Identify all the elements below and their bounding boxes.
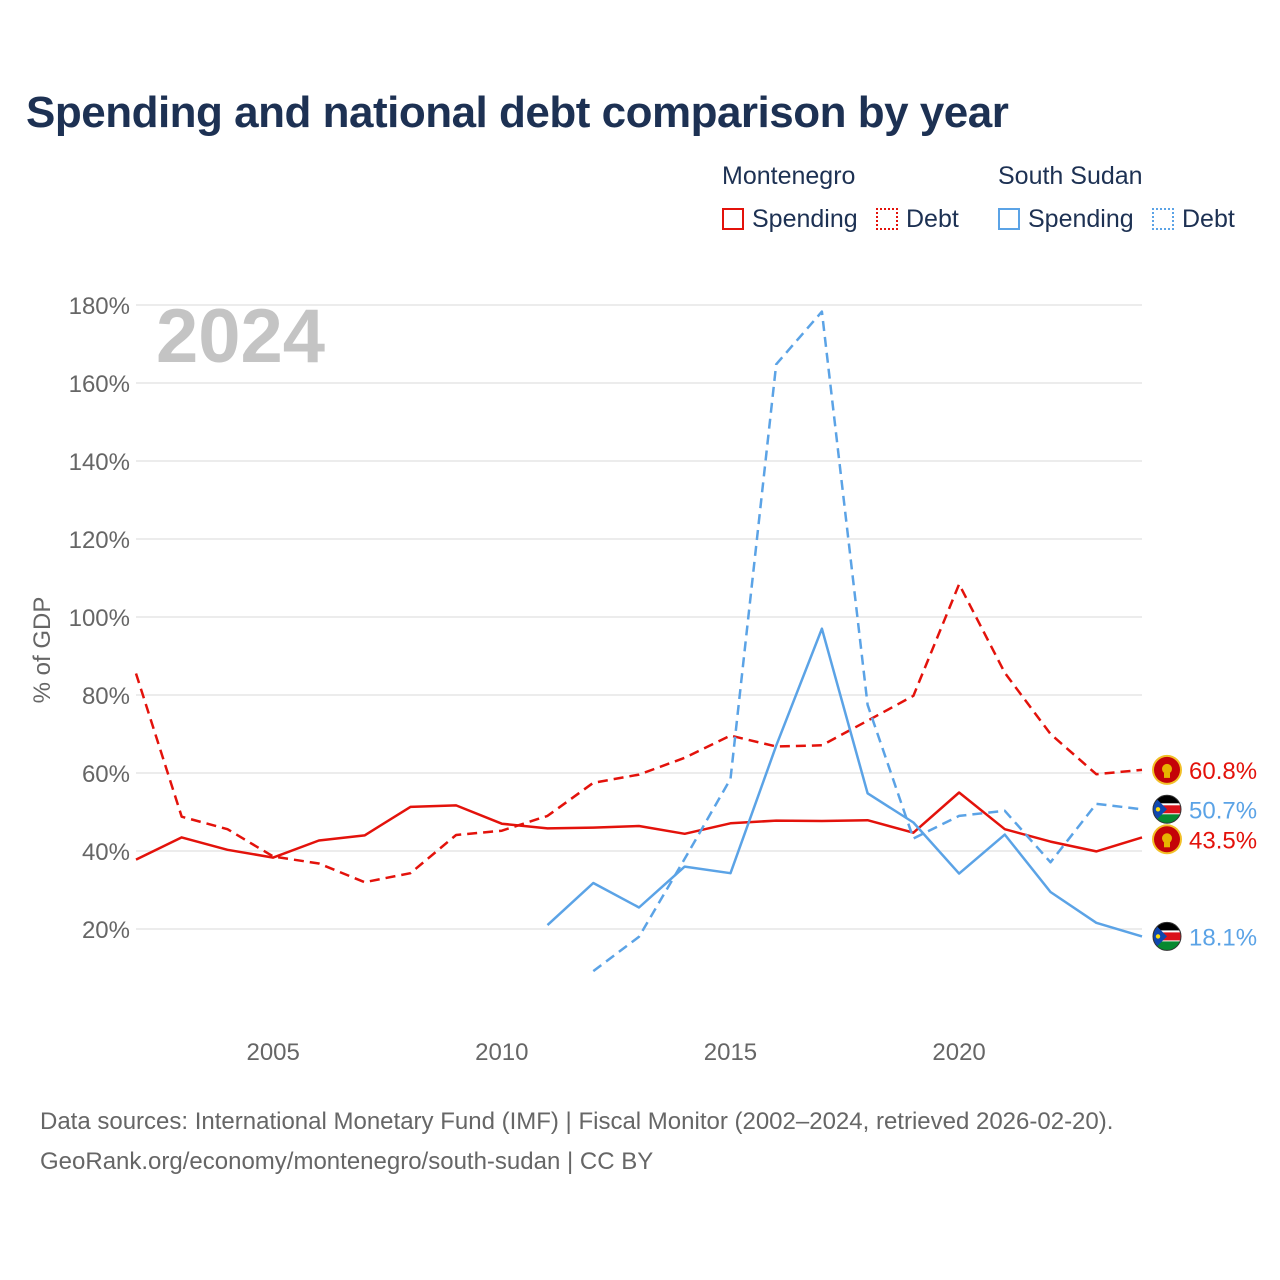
- legend-label: Spending: [752, 204, 858, 233]
- y-tick-label: 160%: [69, 371, 130, 398]
- legend-dotted-swatch: [876, 208, 898, 230]
- flag-star: [1155, 934, 1161, 939]
- south-sudan-debt-line: [592, 310, 1143, 973]
- flag-emblem-base: [1164, 772, 1170, 778]
- x-tick-label: 2020: [932, 1039, 985, 1066]
- y-axis-label: % of GDP: [29, 597, 56, 704]
- y-tick-label: 180%: [69, 293, 130, 320]
- south-sudan-flag: [1152, 794, 1182, 824]
- y-tick-label: 100%: [69, 605, 130, 632]
- flag-stripe-black: [1153, 922, 1181, 932]
- legend-solid-swatch: [722, 208, 744, 230]
- legend-south-sudan-spending[interactable]: Spending: [998, 204, 1134, 234]
- flag-stripe-white: [1153, 930, 1181, 933]
- legend-dotted-swatch: [1152, 208, 1174, 230]
- x-tick-label: 2005: [246, 1039, 299, 1066]
- chart-title: Spending and national debt comparison by…: [26, 88, 1009, 137]
- x-tick-label: 2015: [704, 1039, 757, 1066]
- y-axis-ticks: 20% 40% 60% 80% 100% 120% 140% 160% 180%: [69, 293, 130, 944]
- y-tick-label: 20%: [82, 917, 130, 944]
- legend-montenegro-debt[interactable]: Debt: [876, 204, 959, 234]
- flag-emblem-base: [1164, 842, 1170, 848]
- end-labels: 60.8% 50.7% 43.5% 18.1%: [1152, 754, 1257, 951]
- end-value-label: 18.1%: [1189, 924, 1257, 951]
- footer-source: Data sources: International Monetary Fun…: [40, 1108, 1114, 1135]
- y-tick-label: 40%: [82, 839, 130, 866]
- gridlines: [136, 304, 1142, 930]
- legend-montenegro-spending[interactable]: Spending: [722, 204, 858, 234]
- flag-star: [1155, 807, 1161, 812]
- y-tick-label: 60%: [82, 761, 130, 788]
- y-tick-label: 80%: [82, 683, 130, 710]
- legend-south-sudan-debt[interactable]: Debt: [1152, 204, 1235, 234]
- x-tick-label: 2010: [475, 1039, 528, 1066]
- x-axis-ticks: 2005 2010 2015 2020: [246, 1039, 985, 1066]
- montenegro-flag: [1152, 754, 1182, 785]
- year-watermark: 2024: [156, 294, 325, 379]
- flag-stripe-white: [1153, 803, 1181, 806]
- legend-solid-swatch: [998, 208, 1020, 230]
- legend-label: Debt: [1182, 204, 1235, 233]
- end-value-label: 50.7%: [1189, 797, 1257, 824]
- flag-emblem: [1162, 763, 1172, 774]
- montenegro-flag: [1152, 824, 1182, 855]
- south-sudan-flag: [1152, 921, 1182, 951]
- montenegro-debt-line: [134, 582, 1143, 884]
- montenegro-spending-line: [135, 791, 1143, 861]
- footer-attribution: GeoRank.org/economy/montenegro/south-sud…: [40, 1148, 654, 1175]
- line-chart: 2024 % of GDP 20% 40% 60% 80% 100% 120% 140% 16…: [29, 293, 1257, 1066]
- legend-label: Debt: [906, 204, 959, 233]
- y-tick-label: 120%: [69, 527, 130, 554]
- legend-label: Spending: [1028, 204, 1134, 233]
- flag-stripes: [1153, 795, 1181, 824]
- flag-stripe-black: [1153, 795, 1181, 805]
- flag-stripes: [1153, 922, 1181, 951]
- y-tick-label: 140%: [69, 449, 130, 476]
- legend-group-south-sudan: South Sudan: [998, 162, 1143, 190]
- flag-stripe-green: [1153, 814, 1181, 824]
- end-value-label: 60.8%: [1189, 758, 1257, 785]
- flag-border: [1152, 794, 1182, 824]
- flag-emblem: [1162, 833, 1172, 844]
- end-value-label: 43.5%: [1189, 827, 1257, 854]
- flag-border: [1152, 921, 1182, 951]
- legend-group-montenegro: Montenegro: [722, 162, 856, 190]
- south-sudan-spending-line: [546, 627, 1143, 938]
- flag-stripe-green: [1153, 941, 1181, 951]
- series-lines: [134, 310, 1143, 973]
